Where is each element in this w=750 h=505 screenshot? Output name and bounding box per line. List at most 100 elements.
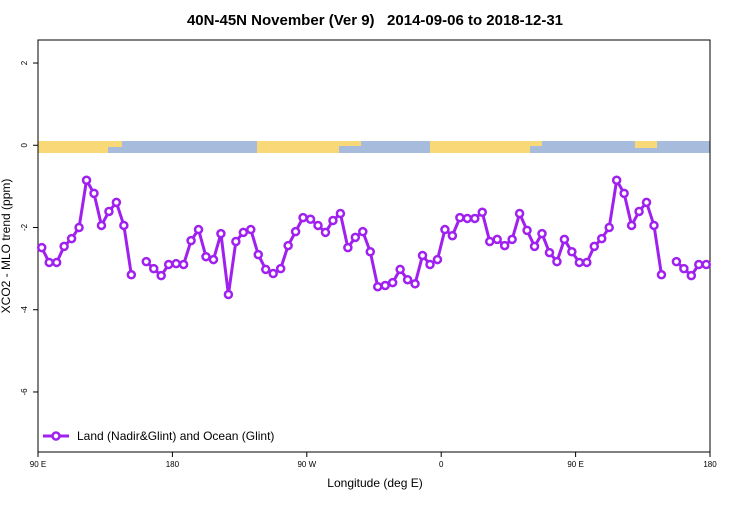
data-point: [253, 249, 264, 260]
data-point: [686, 270, 697, 281]
data-point: [611, 175, 622, 185]
land-band: [430, 141, 530, 153]
x-axis-label: Longitude (deg E): [327, 476, 422, 490]
data-point: [455, 212, 465, 223]
land-band: [38, 141, 108, 153]
data-point: [380, 280, 390, 291]
x-tick-label: 90 W: [297, 460, 316, 469]
data-point: [313, 220, 323, 231]
land-band: [635, 141, 657, 148]
data-point: [552, 256, 562, 267]
data-point: [679, 263, 689, 274]
data-point: [470, 213, 480, 224]
data-point: [656, 270, 667, 280]
data-point: [559, 234, 570, 245]
data-point: [246, 224, 256, 235]
data-point: [335, 208, 346, 219]
data-point: [477, 207, 488, 218]
data-point: [156, 270, 166, 281]
data-point: [119, 220, 129, 231]
data-point: [440, 224, 450, 235]
data-point: [619, 188, 629, 199]
y-tick-label: -4: [20, 306, 29, 314]
data-point: [462, 213, 473, 224]
data-point: [634, 206, 644, 217]
data-point: [81, 175, 92, 185]
ocean-band: [38, 141, 710, 153]
data-point: [268, 268, 278, 279]
data-point: [395, 264, 405, 275]
data-point: [328, 215, 338, 226]
data-point: [372, 281, 383, 292]
x-tick-label: 90 E: [30, 460, 46, 469]
data-point: [51, 257, 62, 268]
data-point: [387, 277, 398, 288]
data-point: [544, 247, 555, 258]
data-point: [89, 188, 99, 199]
legend-marker: [51, 431, 61, 441]
data-point: [343, 242, 353, 253]
data-point: [231, 236, 241, 247]
y-tick-label: -6: [20, 388, 29, 396]
land-ocean-band: [38, 141, 710, 153]
data-point: [201, 251, 211, 262]
land-band: [257, 141, 339, 153]
data-point: [126, 270, 137, 280]
data-point: [104, 206, 114, 217]
data-point: [305, 214, 316, 225]
data-point: [537, 228, 547, 239]
x-tick-label: 0: [439, 460, 444, 469]
data-point: [260, 264, 271, 275]
data-point: [66, 233, 77, 244]
data-point: [111, 197, 122, 208]
data-point: [671, 256, 682, 267]
data-point: [432, 254, 443, 265]
data-point: [216, 228, 226, 239]
data-point: [350, 232, 361, 243]
data-point: [223, 289, 234, 300]
data-point: [484, 236, 495, 247]
x-tick-label: 90 E: [567, 460, 583, 469]
data-point: [36, 242, 47, 253]
land-band: [530, 141, 542, 146]
data-point: [193, 224, 204, 235]
data-point: [74, 222, 84, 233]
y-axis-label: XCO2 - MLO trend (ppm): [0, 179, 13, 314]
data-point: [238, 227, 249, 238]
data-point: [649, 220, 659, 231]
data-point: [44, 257, 54, 268]
y-tick-label: 2: [20, 60, 29, 65]
data-point: [163, 259, 174, 270]
data-point: [499, 240, 510, 251]
data-point: [417, 250, 428, 261]
data-point: [208, 254, 219, 265]
data-point: [410, 279, 420, 289]
data-point: [604, 222, 614, 233]
data-point: [96, 220, 107, 231]
data-point: [582, 257, 592, 268]
y-tick-label: 0: [20, 142, 29, 147]
data-point: [574, 257, 585, 268]
data-point: [320, 227, 331, 238]
land-band: [339, 141, 361, 146]
data-point: [298, 212, 308, 223]
data-point: [186, 235, 196, 246]
data-point: [59, 241, 69, 252]
data-point: [290, 226, 301, 237]
data-point: [283, 240, 293, 251]
legend-label: Land (Nadir&Glint) and Ocean (Glint): [77, 429, 274, 443]
data-point: [626, 220, 637, 231]
data-point: [522, 225, 532, 236]
data-point: [178, 259, 189, 270]
data-point: [447, 230, 458, 241]
data-point: [402, 274, 413, 285]
data-point: [701, 259, 712, 270]
data-point: [148, 263, 159, 274]
x-tick-label: 180: [166, 460, 180, 469]
data-point: [529, 241, 540, 252]
data-point: [358, 226, 368, 237]
data-point: [514, 208, 525, 219]
data-point: [275, 263, 286, 274]
